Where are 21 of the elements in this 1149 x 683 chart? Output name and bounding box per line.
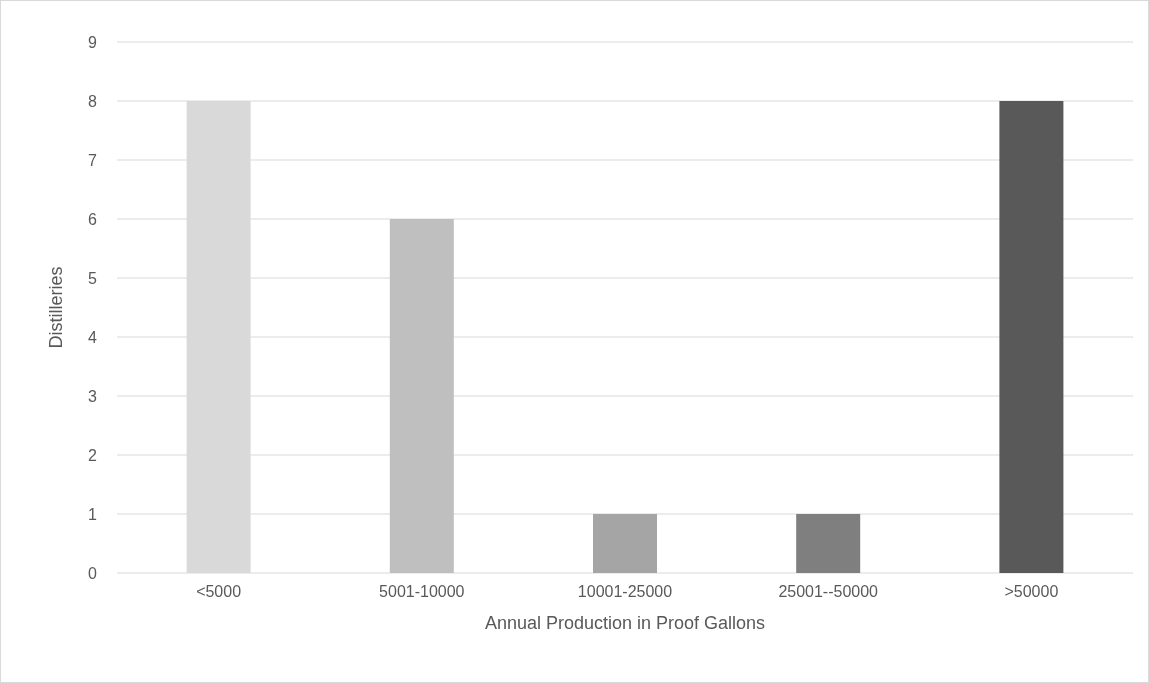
bar — [999, 101, 1064, 573]
bar — [389, 219, 454, 573]
y-tick-label: 2 — [88, 446, 98, 464]
x-tick-label: >50000 — [1004, 583, 1059, 600]
y-tick-label: 6 — [88, 210, 98, 228]
x-tick-label: 5001-10000 — [379, 583, 465, 600]
y-tick-label: 1 — [88, 505, 98, 523]
y-tick-label: 7 — [88, 151, 98, 169]
x-axis-title: Annual Production in Proof Gallons — [484, 613, 766, 633]
x-tick-label: 25001--50000 — [778, 583, 879, 600]
x-tick-label: <5000 — [196, 583, 242, 600]
y-tick-label: 9 — [88, 33, 98, 51]
bar — [593, 514, 657, 573]
x-tick-label: 10001-25000 — [577, 583, 673, 600]
y-tick-label: 0 — [88, 564, 98, 582]
y-axis-title: Distilleries — [46, 266, 66, 349]
y-tick-label: 3 — [88, 387, 98, 405]
y-tick-label: 4 — [88, 328, 98, 346]
bar — [796, 514, 861, 573]
y-tick-label: 8 — [88, 92, 98, 110]
y-tick-label: 5 — [88, 269, 98, 287]
